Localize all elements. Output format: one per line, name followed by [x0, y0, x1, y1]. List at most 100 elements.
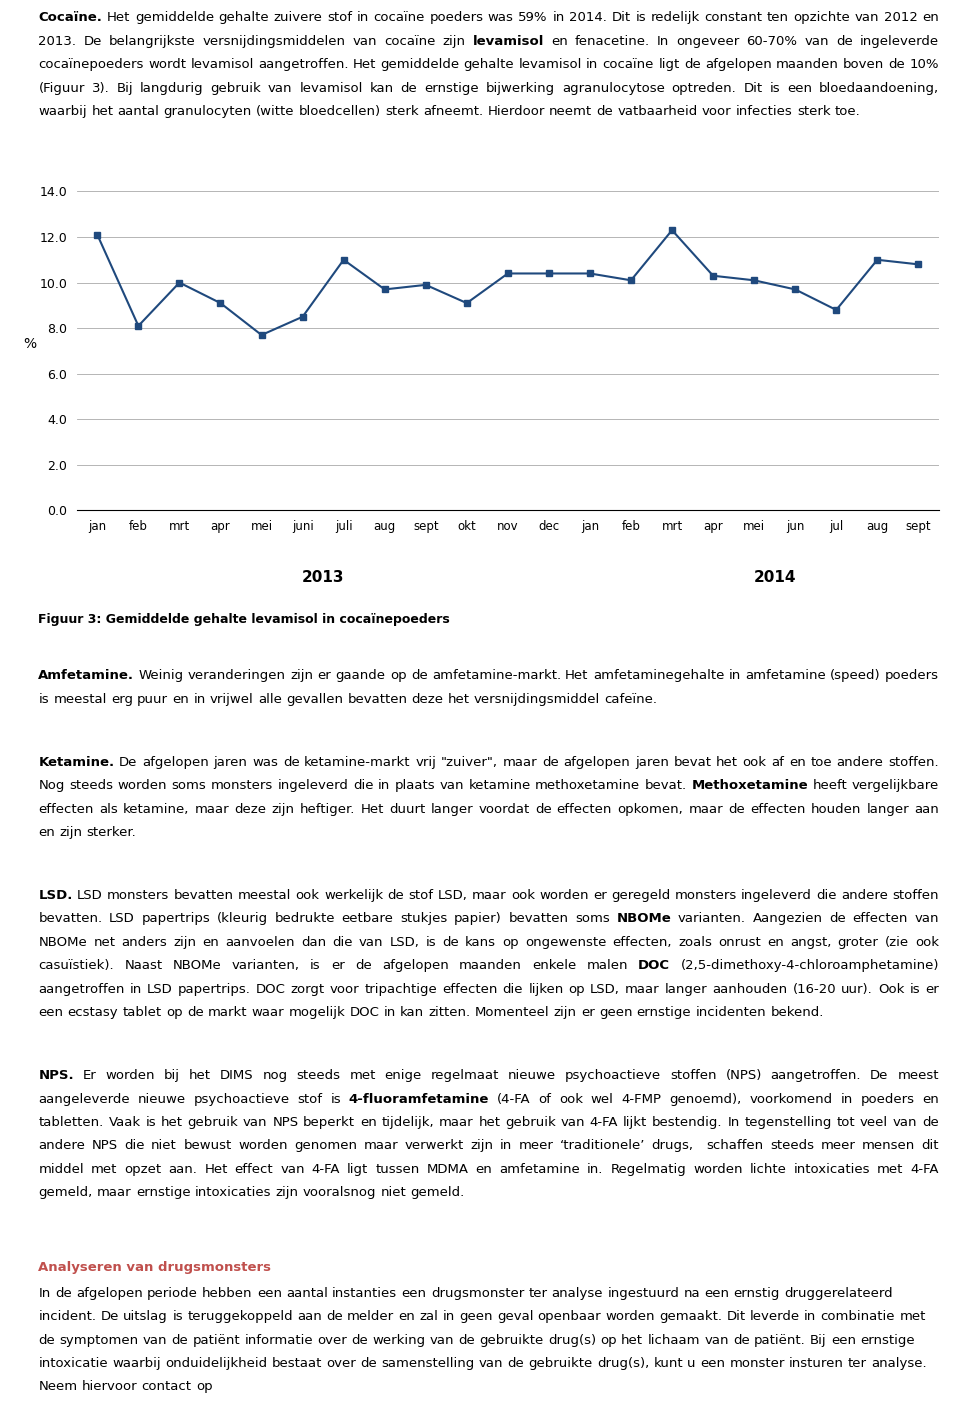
Text: andere: andere: [841, 889, 888, 902]
Text: onduidelijkheid: onduidelijkheid: [165, 1357, 267, 1370]
Text: houden: houden: [810, 803, 861, 815]
Text: groter: groter: [837, 936, 878, 949]
Text: langdurig: langdurig: [140, 81, 204, 95]
Text: cocaïne: cocaïne: [603, 58, 654, 71]
Text: varianten.: varianten.: [678, 913, 746, 926]
Text: jaren: jaren: [214, 756, 248, 769]
Text: samenstelling: samenstelling: [381, 1357, 474, 1370]
Text: stof: stof: [409, 889, 434, 902]
Text: aangetroffen.: aangetroffen.: [258, 58, 348, 71]
Text: ingeleverde: ingeleverde: [860, 34, 939, 48]
Text: monster: monster: [730, 1357, 784, 1370]
Text: puur: puur: [137, 692, 168, 706]
Text: amfetamine-markt.: amfetamine-markt.: [432, 669, 561, 682]
Text: en: en: [38, 825, 55, 839]
Text: In: In: [728, 1116, 739, 1129]
Text: papertrips.: papertrips.: [178, 983, 251, 995]
Text: in: in: [378, 780, 390, 793]
Text: 2013: 2013: [301, 570, 345, 586]
Text: symptomen: symptomen: [60, 1334, 138, 1347]
Text: er: er: [925, 983, 939, 995]
Text: aangeleverde: aangeleverde: [38, 1093, 130, 1106]
Text: aantal: aantal: [117, 105, 159, 118]
Text: openbaar: openbaar: [538, 1310, 601, 1323]
Text: niet: niet: [380, 1187, 406, 1200]
Text: malen: malen: [587, 960, 628, 973]
Text: 3).: 3).: [91, 81, 109, 95]
Text: van: van: [243, 1116, 268, 1129]
Text: amfetamine: amfetamine: [499, 1163, 580, 1176]
Text: LSD: LSD: [77, 889, 103, 902]
Text: ten: ten: [767, 11, 789, 24]
Text: voor: voor: [702, 105, 732, 118]
Text: zijn: zijn: [554, 1007, 577, 1020]
Text: in: in: [384, 1007, 396, 1020]
Text: gebruik: gebruik: [505, 1116, 556, 1129]
Text: was: was: [488, 11, 514, 24]
Text: in: in: [804, 1310, 816, 1323]
Text: in: in: [499, 1140, 512, 1153]
Text: patiënt: patiënt: [193, 1334, 240, 1347]
Text: aan: aan: [914, 803, 939, 815]
Text: zijn: zijn: [470, 1140, 493, 1153]
Text: nieuwe: nieuwe: [508, 1069, 556, 1082]
Text: toe: toe: [810, 756, 832, 769]
Text: bevat.: bevat.: [645, 780, 687, 793]
Text: bestaat: bestaat: [272, 1357, 322, 1370]
Text: van: van: [440, 780, 464, 793]
Text: cocaïne: cocaïne: [373, 11, 424, 24]
Text: die: die: [332, 936, 352, 949]
Text: gebruikte: gebruikte: [528, 1357, 592, 1370]
Text: 59%: 59%: [518, 11, 548, 24]
Text: psychoactieve: psychoactieve: [565, 1069, 661, 1082]
Text: en: en: [923, 11, 939, 24]
Text: de: de: [355, 960, 372, 973]
Text: schaffen: schaffen: [707, 1140, 763, 1153]
Text: Dit: Dit: [743, 81, 762, 95]
Text: stof: stof: [298, 1093, 323, 1106]
Text: tussen: tussen: [375, 1163, 420, 1176]
Text: waarbij: waarbij: [112, 1357, 161, 1370]
Text: uitslag: uitslag: [123, 1310, 168, 1323]
Text: is: is: [310, 960, 321, 973]
Text: van: van: [268, 81, 293, 95]
Text: het: het: [160, 1116, 182, 1129]
Text: Het: Het: [360, 803, 384, 815]
Text: met: met: [900, 1310, 925, 1323]
Text: neemt: neemt: [549, 105, 592, 118]
Text: een: een: [401, 1288, 426, 1300]
Text: tegenstelling: tegenstelling: [744, 1116, 831, 1129]
Text: ook: ook: [296, 889, 320, 902]
Text: bevatten.: bevatten.: [38, 913, 103, 926]
Text: en: en: [398, 1310, 415, 1323]
Text: boven: boven: [843, 58, 884, 71]
Text: instanties: instanties: [332, 1288, 397, 1300]
Text: analyse.: analyse.: [872, 1357, 927, 1370]
Text: gehalte: gehalte: [464, 58, 515, 71]
Text: (Figuur: (Figuur: [38, 81, 84, 95]
Text: combinatie: combinatie: [821, 1310, 895, 1323]
Text: LSD: LSD: [109, 913, 135, 926]
Text: van: van: [479, 1357, 503, 1370]
Text: informatie: informatie: [245, 1334, 313, 1347]
Text: meestal: meestal: [238, 889, 292, 902]
Text: van: van: [893, 1116, 918, 1129]
Text: versnijdingsmiddelen: versnijdingsmiddelen: [203, 34, 346, 48]
Text: tijdelijk,: tijdelijk,: [381, 1116, 434, 1129]
Text: maanden: maanden: [459, 960, 521, 973]
Text: is: is: [909, 983, 920, 995]
Text: bij: bij: [164, 1069, 180, 1082]
Text: leverde: leverde: [750, 1310, 800, 1323]
Text: zoals: zoals: [679, 936, 712, 949]
Text: duurt: duurt: [389, 803, 425, 815]
Text: met: met: [91, 1163, 117, 1176]
Text: tripachtige: tripachtige: [365, 983, 438, 995]
Text: zorgt: zorgt: [291, 983, 324, 995]
Text: stoffen: stoffen: [893, 889, 939, 902]
Text: deze: deze: [234, 803, 266, 815]
Text: de: de: [38, 1334, 55, 1347]
Text: in: in: [552, 11, 564, 24]
Text: kan: kan: [370, 81, 394, 95]
Text: waarbij: waarbij: [38, 105, 87, 118]
Text: NBOMe: NBOMe: [38, 936, 87, 949]
